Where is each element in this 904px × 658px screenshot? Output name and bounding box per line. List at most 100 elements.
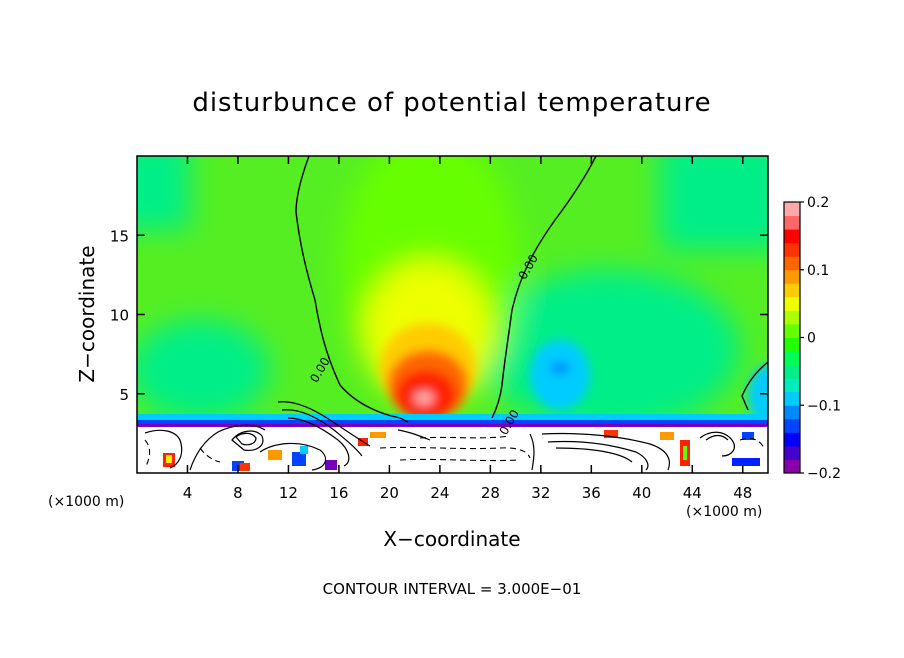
- dashed-contour-3: [419, 435, 511, 439]
- right-edge-cyan: [748, 365, 768, 425]
- x-tick-label: 40: [632, 484, 651, 502]
- x-tick-label: 12: [279, 484, 298, 502]
- colorbar-swatch: [784, 215, 800, 230]
- y-tick-label: 5: [119, 386, 129, 404]
- colorbar-swatch: [784, 296, 800, 311]
- colorbar-swatch: [784, 310, 800, 325]
- colorbar-swatch: [784, 378, 800, 393]
- x-axis: 4 8 12 16 20 24 28 32 36 40 44 48: [183, 156, 752, 502]
- lower-contour-12: [547, 440, 649, 471]
- upper-left-cyan: [137, 156, 190, 230]
- colorbar-tick-label: −0.2: [807, 466, 841, 482]
- colorbar-swatch: [784, 432, 800, 447]
- x-axis-label: X−coordinate: [383, 527, 520, 551]
- lower-contour-6: [281, 409, 363, 457]
- surface-layer-blue: [137, 420, 768, 426]
- colorbar-swatch: [784, 323, 800, 338]
- patch-blue-4: [292, 452, 306, 466]
- lower-contour-11: [541, 432, 671, 471]
- colorbar-swatch: [784, 405, 800, 420]
- zero-contour-right: [491, 156, 597, 419]
- patch-green-12: [683, 446, 687, 460]
- colorbar-swatch: [784, 337, 800, 352]
- chart-title: disturbunce of potential temperature: [192, 88, 711, 118]
- lower-contour-lines: [144, 401, 735, 471]
- colorbar-swatch: [784, 202, 800, 217]
- left-lower-teal: [137, 320, 270, 420]
- x-tick-label: 32: [531, 484, 550, 502]
- x-tick-label: 36: [582, 484, 601, 502]
- cool-cyan: [530, 340, 590, 410]
- lower-contour-7: [287, 417, 350, 467]
- lower-contour-13: [555, 447, 633, 463]
- colorbar-tick-label: 0.2: [807, 195, 829, 211]
- y-axis-label: Z−coordinate: [75, 245, 99, 382]
- colorbar: 0.2 0.1 0 −0.1 −0.2: [783, 195, 841, 482]
- zero-contour-lines: [295, 156, 768, 423]
- colorbar-swatch: [784, 459, 800, 474]
- lower-contour-15: [705, 434, 729, 441]
- lower-contour-4: [235, 432, 257, 446]
- y-tick-label: 15: [110, 227, 129, 245]
- x-tick-label: 48: [733, 484, 752, 502]
- colorbar-swatch: [784, 418, 800, 433]
- colorbar-swatch: [784, 229, 800, 244]
- patch-cyan-5: [300, 446, 308, 454]
- y-tick-label: 10: [110, 307, 129, 325]
- patch-purple-6: [325, 460, 337, 470]
- patch-blue-13: [732, 458, 760, 466]
- lower-contour-5: [277, 401, 371, 447]
- colorbar-tick-label: −0.1: [807, 398, 841, 414]
- lower-contour-10: [529, 433, 535, 471]
- dashed-contour-6: [739, 437, 765, 449]
- patch-red-9: [604, 430, 618, 438]
- zero-contour-left: [295, 156, 409, 423]
- x-tick-label: 44: [683, 484, 702, 502]
- patch-yellow-left: [166, 455, 172, 463]
- field-sharp-layer: [380, 323, 768, 425]
- dashed-contour-lines: [144, 435, 765, 467]
- lower-contour-1: [144, 429, 183, 469]
- colorbar-swatch: [784, 283, 800, 298]
- lower-contour-9: [397, 429, 431, 441]
- lower-contour-2: [189, 424, 266, 471]
- x-tick-label: 24: [430, 484, 449, 502]
- colorbar-swatch: [784, 391, 800, 406]
- dashed-contour-2: [399, 458, 521, 462]
- x-tick-label: 8: [233, 484, 243, 502]
- patch-red-2: [240, 463, 250, 471]
- contour-interval-note: CONTOUR INTERVAL = 3.000E−01: [323, 580, 582, 598]
- x-unit-right: (×1000 m): [686, 504, 762, 520]
- colorbar-swatch: [784, 445, 800, 460]
- colorbar-swatch: [784, 242, 800, 257]
- dashed-contour-4: [144, 439, 151, 467]
- cool-blue: [550, 362, 570, 374]
- surface-layer-purple: [137, 424, 768, 427]
- y-axis: 5 10 15: [110, 227, 768, 404]
- lower-contour-3: [231, 430, 264, 451]
- colorbar-swatch: [784, 256, 800, 271]
- patch-orange-10: [660, 432, 674, 440]
- lower-contour-8: [259, 442, 327, 471]
- x-unit-left: (×1000 m): [48, 494, 124, 510]
- x-tick-label: 16: [329, 484, 348, 502]
- dashed-contour-5: [199, 447, 221, 463]
- colorbar-swatch: [784, 269, 800, 284]
- patch-orange-3: [268, 450, 282, 460]
- plot-area: 0.000.000.00: [137, 156, 768, 473]
- zero-contour-edge: [741, 361, 768, 411]
- lower-contour-14: [699, 431, 735, 457]
- colorbar-swatch: [784, 364, 800, 379]
- x-tick-label: 28: [481, 484, 500, 502]
- colorbar-tick-label: 0: [807, 331, 816, 347]
- patch-orange-8: [370, 432, 386, 438]
- warm-peak: [414, 391, 434, 405]
- patch-blue-14: [742, 432, 754, 440]
- right-mid-teal: [480, 270, 740, 430]
- dashed-contour-1: [379, 446, 531, 459]
- colorbar-tick-label: 0.1: [807, 263, 829, 279]
- x-tick-label: 4: [183, 484, 193, 502]
- x-tick-label: 20: [380, 484, 399, 502]
